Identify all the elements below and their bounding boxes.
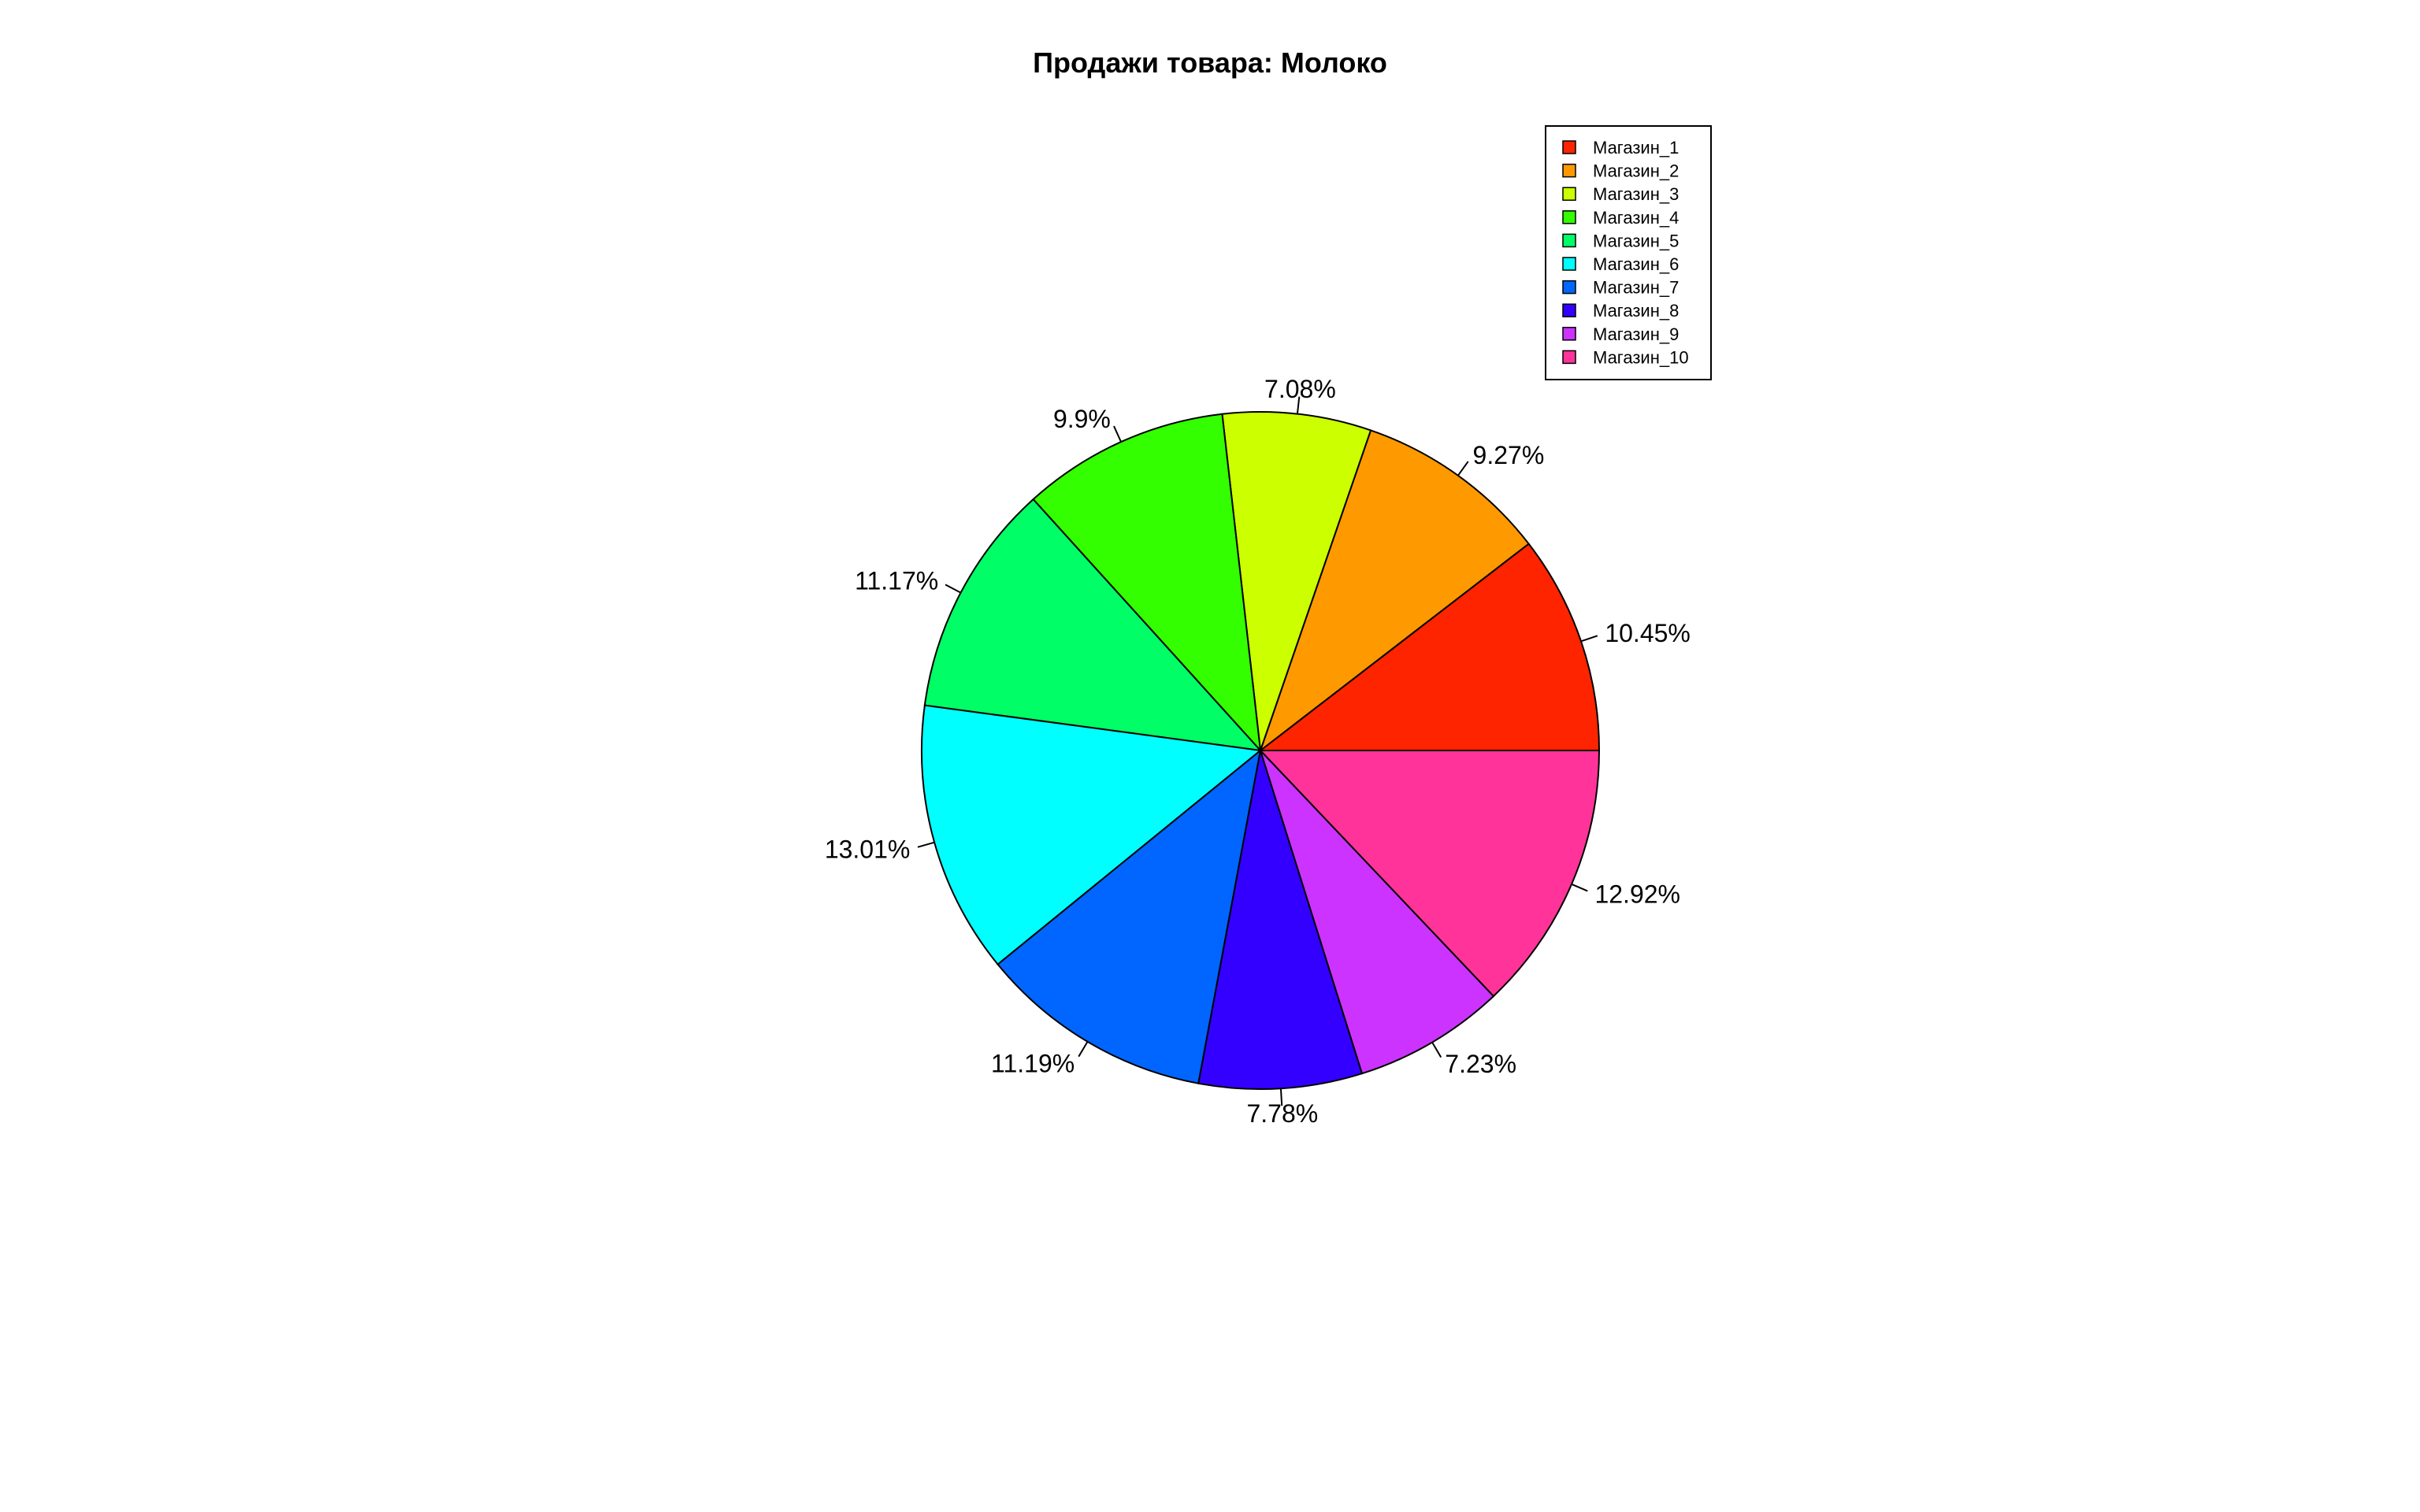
- legend-label-5: Магазин_5: [1593, 231, 1679, 250]
- label-tick-4: [1113, 425, 1122, 443]
- percent-label-5: 11.17%: [855, 567, 938, 595]
- legend-swatch-2: [1562, 163, 1576, 178]
- label-tick-3: [1296, 396, 1301, 414]
- legend: Магазин_1 Магазин_2 Магазин_3 Магазин_4 Мага…: [1545, 125, 1712, 380]
- legend-label-1: Магазин_1: [1593, 138, 1679, 158]
- label-tick-1: [1580, 635, 1598, 643]
- label-tick-6: [917, 841, 935, 848]
- percent-label-1: 10.45%: [1605, 619, 1691, 647]
- label-tick-2: [1457, 461, 1469, 476]
- legend-label-4: Магазин_4: [1593, 208, 1679, 228]
- legend-label-6: Магазин_6: [1593, 254, 1679, 274]
- pie-slice-6: [921, 704, 1263, 965]
- pie-slice-3: [1221, 411, 1372, 751]
- pie-slice-8: [1197, 750, 1364, 1090]
- legend-label-8: Магазин_8: [1593, 301, 1679, 321]
- label-tick-10: [1571, 883, 1588, 892]
- legend-swatch-9: [1562, 327, 1576, 341]
- label-tick-5: [945, 584, 962, 594]
- legend-items: Магазин_1 Магазин_2 Магазин_3 Магазин_4 Мага…: [1562, 138, 1689, 367]
- pie-slice-2: [1258, 429, 1530, 753]
- legend-swatch-4: [1562, 210, 1576, 224]
- percent-label-8: 7.78%: [1246, 1099, 1318, 1128]
- pie-slice-10: [1258, 750, 1601, 998]
- legend-label-10: Магазин_10: [1593, 347, 1689, 367]
- pie-slices: [921, 411, 1601, 1090]
- legend-label-9: Магазин_9: [1593, 324, 1679, 344]
- legend-swatch-6: [1562, 257, 1576, 271]
- percent-label-4: 9.9%: [1053, 405, 1111, 433]
- legend-swatch-5: [1562, 233, 1576, 248]
- label-tick-8: [1279, 1088, 1283, 1106]
- percent-label-10: 12.92%: [1594, 880, 1680, 908]
- percent-label-3: 7.08%: [1264, 375, 1336, 403]
- label-tick-7: [1078, 1041, 1089, 1058]
- percent-label-2: 9.27%: [1473, 441, 1545, 469]
- percent-label-9: 7.23%: [1445, 1050, 1516, 1078]
- legend-label-2: Магазин_2: [1593, 161, 1679, 181]
- label-tick-9: [1431, 1042, 1442, 1058]
- legend-label-7: Магазин_7: [1593, 278, 1679, 298]
- percent-label-6: 13.01%: [825, 835, 911, 863]
- pie-slice-5: [923, 498, 1263, 752]
- legend-swatch-1: [1562, 140, 1576, 154]
- legend-swatch-8: [1562, 303, 1576, 317]
- percent-label-7: 11.19%: [991, 1049, 1075, 1077]
- legend-swatch-7: [1562, 280, 1576, 295]
- percent-labels: 10.45% 9.27% 7.08% 9.9% 11.17% 13.01% 11.19% 7.…: [825, 375, 1691, 1128]
- legend-swatch-3: [1562, 187, 1576, 201]
- chart-title: Продажи товара: Молоко: [1033, 46, 1387, 79]
- legend-label-3: Магазин_3: [1593, 184, 1679, 204]
- pie-slice-1: [1258, 543, 1601, 751]
- legend-swatch-10: [1562, 350, 1576, 365]
